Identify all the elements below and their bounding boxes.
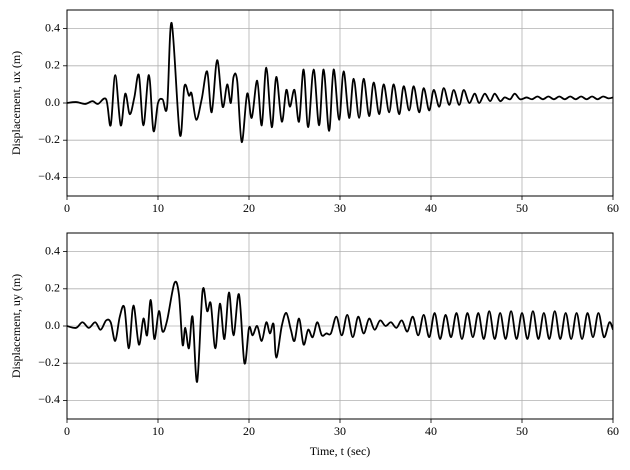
- x-tick-label: 40: [425, 424, 437, 438]
- x-tick-label: 10: [152, 424, 164, 438]
- y-tick-label: 0.2: [45, 281, 60, 295]
- y-tick-label: 0.2: [45, 58, 60, 72]
- axes-frame: [66, 9, 614, 197]
- x-tick-label: 50: [516, 424, 528, 438]
- x-tick-label: 0: [64, 201, 70, 215]
- data-line: [67, 280, 613, 383]
- x-tick-label: 40: [425, 201, 437, 215]
- y-tick-label: −0.2: [38, 355, 60, 369]
- y-axis-label: Displacement, uy (m): [9, 274, 23, 378]
- y-tick-label: 0.0: [45, 95, 60, 109]
- axes-frame: [66, 232, 614, 420]
- x-tick-label: 60: [607, 424, 619, 438]
- x-tick-label: 20: [243, 201, 255, 215]
- y-tick-label: −0.4: [38, 392, 60, 406]
- x-axis-label: Time, t (sec): [310, 444, 371, 458]
- x-tick-label: 0: [64, 424, 70, 438]
- y-tick-label: −0.4: [38, 169, 60, 183]
- y-axis-label: Displacement, ux (m): [9, 51, 23, 155]
- x-tick-label: 60: [607, 201, 619, 215]
- y-tick-label: 0.0: [45, 318, 60, 332]
- x-tick-label: 10: [152, 201, 164, 215]
- x-tick-label: 30: [334, 424, 346, 438]
- y-tick-label: −0.2: [38, 132, 60, 146]
- y-tick-label: 0.4: [45, 20, 60, 34]
- x-tick-label: 50: [516, 201, 528, 215]
- data-line: [67, 22, 613, 143]
- x-tick-label: 30: [334, 201, 346, 215]
- y-tick-label: 0.4: [45, 243, 60, 257]
- x-tick-label: 20: [243, 424, 255, 438]
